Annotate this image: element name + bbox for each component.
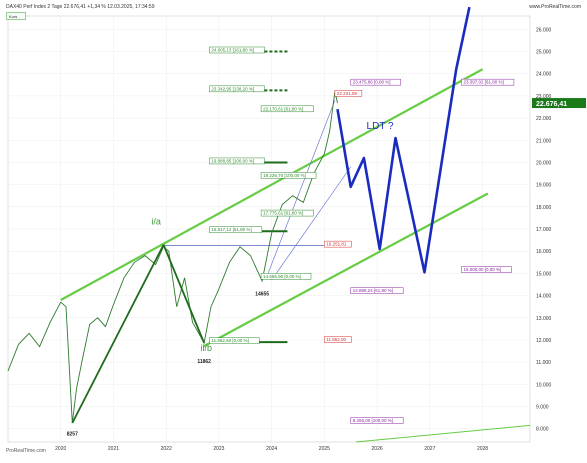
fib-label-box (324, 336, 352, 343)
current-price-label: 22.676,41 (536, 101, 567, 108)
fib-label: 24.605,13 [161,80 %] (211, 48, 254, 53)
x-tick-label: 2024 (266, 446, 277, 452)
wave-line (71, 244, 165, 424)
chart-header-title: DAX40 Perf Index 2 Tage 22.676,41 +1,34 … (6, 4, 155, 10)
fib-label: 11.862,00 (326, 337, 346, 342)
x-tick-label: 2027 (424, 446, 435, 452)
y-tick-label: 9.000 (536, 405, 549, 411)
y-tick-label: 14.000 (536, 294, 552, 300)
fib-label: 11.862,60 [0,00 %] (211, 338, 248, 343)
fib-label: 22.231,08 (337, 91, 358, 96)
x-tick-label: 2023 (213, 446, 224, 452)
fib-label-box (334, 90, 363, 97)
y-tick-label: 16.000 (536, 249, 552, 255)
x-tick-label: 2025 (319, 446, 330, 452)
watermark: ProRealTime.com (6, 448, 46, 454)
fib-label: 19.226,70 [100,00 %] (263, 173, 306, 178)
fib-label: 16.817,12 [61,80 %] (211, 227, 251, 232)
fib-label-box (209, 85, 265, 93)
fib-label-box (260, 172, 317, 179)
fib-label: 22.170,61 [61,80 %] (263, 106, 303, 111)
fib-label-box (260, 273, 312, 280)
fib-label-box (209, 226, 263, 233)
price-point-label: 11862 (197, 359, 211, 365)
y-tick-label: 22.000 (536, 116, 552, 122)
fib-label-box (350, 417, 404, 424)
y-tick-label: 13.000 (536, 316, 552, 322)
y-tick-label: 24.000 (536, 72, 552, 78)
thin-channel-line (266, 100, 336, 278)
x-tick-label: 2022 (161, 446, 172, 452)
channel-line (60, 68, 484, 301)
y-tick-label: 12.000 (536, 338, 552, 344)
price-series-line (7, 91, 338, 424)
wave-label: i/a (151, 217, 161, 227)
fib-label-box (260, 105, 314, 113)
chart-header-site: www.ProRealTime.com (529, 4, 581, 10)
y-tick-label: 17.000 (536, 227, 552, 233)
wave-line (162, 244, 205, 344)
fib-label: 17.775,61 [61,80 %] (263, 211, 303, 216)
y-tick-label: 21.000 (536, 138, 552, 144)
bottom-trend-line (355, 424, 531, 443)
y-tick-label: 18.000 (536, 205, 552, 211)
fib-label: 23.475,86 [0,00 %] (353, 80, 391, 85)
current-price-tag (532, 98, 586, 109)
fib-label-box (350, 78, 401, 86)
y-tick-label: 20.000 (536, 160, 552, 166)
price-point-label: 14655 (255, 292, 269, 298)
fib-label: 16.251,81 (326, 242, 347, 247)
fib-label-box (461, 78, 515, 86)
fib-label-box (461, 266, 512, 273)
x-tick-label: 2021 (108, 446, 119, 452)
fib-label-box (209, 157, 265, 165)
y-tick-label: 10.000 (536, 382, 552, 388)
fib-label-box (324, 240, 352, 248)
channel-line (202, 192, 489, 348)
price-point-label: 8257 (67, 431, 78, 437)
wave-label: ii/b (200, 343, 212, 353)
fib-label: 14.889,24 [61,80 %] (353, 288, 393, 293)
fib-label: 19.888,85 [100,00 %] (211, 158, 254, 163)
y-tick-label: 11.000 (536, 360, 551, 366)
x-tick-label: 2026 (372, 446, 383, 452)
y-tick-label: 8.000 (536, 427, 549, 433)
fib-label-box (209, 46, 265, 54)
y-tick-label: 26.000 (536, 27, 552, 33)
legend-kurs: Kurs (6, 12, 26, 20)
thin-channel-line (271, 166, 351, 281)
fib-label: 15.000,00 [0,00 %] (463, 267, 501, 272)
wave-label: LDT ? (367, 121, 394, 132)
fib-label: 23.342,95 [138,20 %] (211, 86, 254, 91)
x-tick-label: 2020 (55, 446, 66, 452)
x-tick-label: 2028 (477, 446, 488, 452)
fib-label-box (350, 287, 404, 294)
y-tick-label: 15.000 (536, 271, 552, 277)
fib-label-box (209, 337, 260, 344)
y-tick-label: 25.000 (536, 50, 552, 56)
fib-label: 14.655,90 [0,00 %] (263, 274, 301, 279)
forecast-path-line (336, 6, 471, 274)
y-tick-label: 19.000 (536, 183, 552, 189)
y-tick-label: 23.000 (536, 94, 552, 100)
fib-label-box (260, 209, 314, 217)
fib-label: 23.397,02 [61,80 %] (463, 80, 503, 85)
fib-label: 8.255,00 [100,00 %] (353, 418, 393, 423)
